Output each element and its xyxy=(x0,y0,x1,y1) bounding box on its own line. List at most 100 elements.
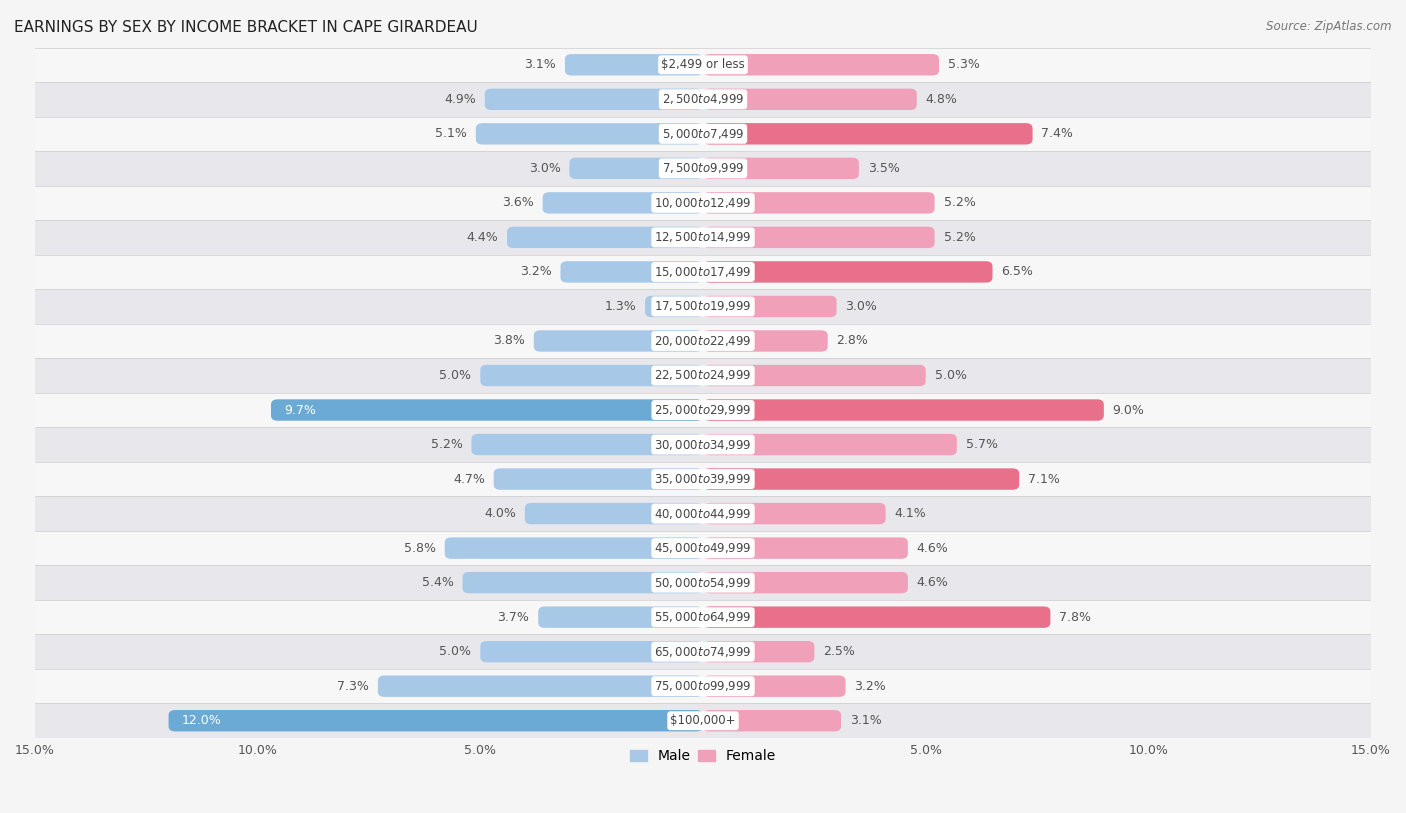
Text: $50,000 to $54,999: $50,000 to $54,999 xyxy=(654,576,752,589)
FancyBboxPatch shape xyxy=(703,468,1019,489)
FancyBboxPatch shape xyxy=(271,399,703,420)
Bar xyxy=(35,669,1371,703)
Bar xyxy=(35,324,1371,359)
FancyBboxPatch shape xyxy=(703,261,993,283)
Text: 4.1%: 4.1% xyxy=(894,507,927,520)
Bar xyxy=(35,496,1371,531)
Text: 5.3%: 5.3% xyxy=(948,59,980,72)
FancyBboxPatch shape xyxy=(703,606,1050,628)
Text: $35,000 to $39,999: $35,000 to $39,999 xyxy=(654,472,752,486)
Text: 1.3%: 1.3% xyxy=(605,300,636,313)
Text: $2,499 or less: $2,499 or less xyxy=(661,59,745,72)
Bar xyxy=(35,703,1371,738)
Text: $17,500 to $19,999: $17,500 to $19,999 xyxy=(654,299,752,314)
FancyBboxPatch shape xyxy=(471,434,703,455)
FancyBboxPatch shape xyxy=(703,54,939,76)
FancyBboxPatch shape xyxy=(703,192,935,214)
FancyBboxPatch shape xyxy=(543,192,703,214)
Text: $7,500 to $9,999: $7,500 to $9,999 xyxy=(662,161,744,176)
Bar xyxy=(35,47,1371,82)
Text: $20,000 to $22,499: $20,000 to $22,499 xyxy=(654,334,752,348)
Text: 7.1%: 7.1% xyxy=(1028,472,1060,485)
Text: 4.0%: 4.0% xyxy=(484,507,516,520)
Text: $45,000 to $49,999: $45,000 to $49,999 xyxy=(654,541,752,555)
Text: 12.0%: 12.0% xyxy=(181,715,222,728)
Text: 5.2%: 5.2% xyxy=(943,197,976,210)
FancyBboxPatch shape xyxy=(508,227,703,248)
Bar xyxy=(35,254,1371,289)
Bar xyxy=(35,428,1371,462)
Bar xyxy=(35,531,1371,565)
Text: 5.1%: 5.1% xyxy=(434,128,467,141)
Text: 7.4%: 7.4% xyxy=(1042,128,1073,141)
Text: $40,000 to $44,999: $40,000 to $44,999 xyxy=(654,506,752,520)
Text: 3.0%: 3.0% xyxy=(845,300,877,313)
Text: 3.2%: 3.2% xyxy=(520,265,551,278)
FancyBboxPatch shape xyxy=(703,537,908,559)
Text: 7.3%: 7.3% xyxy=(337,680,368,693)
Text: 9.7%: 9.7% xyxy=(284,403,316,416)
FancyBboxPatch shape xyxy=(481,641,703,663)
FancyBboxPatch shape xyxy=(561,261,703,283)
Text: 4.6%: 4.6% xyxy=(917,541,949,554)
Text: 5.8%: 5.8% xyxy=(404,541,436,554)
Text: 4.6%: 4.6% xyxy=(917,576,949,589)
FancyBboxPatch shape xyxy=(475,123,703,145)
FancyBboxPatch shape xyxy=(524,503,703,524)
FancyBboxPatch shape xyxy=(481,365,703,386)
Text: 4.4%: 4.4% xyxy=(467,231,498,244)
FancyBboxPatch shape xyxy=(538,606,703,628)
Text: $12,500 to $14,999: $12,500 to $14,999 xyxy=(654,230,752,245)
Bar xyxy=(35,220,1371,254)
Text: $5,000 to $7,499: $5,000 to $7,499 xyxy=(662,127,744,141)
Text: 4.9%: 4.9% xyxy=(444,93,475,106)
Text: 3.1%: 3.1% xyxy=(524,59,555,72)
FancyBboxPatch shape xyxy=(703,89,917,110)
Bar xyxy=(35,359,1371,393)
Text: EARNINGS BY SEX BY INCOME BRACKET IN CAPE GIRARDEAU: EARNINGS BY SEX BY INCOME BRACKET IN CAP… xyxy=(14,20,478,35)
Bar xyxy=(35,82,1371,116)
Bar xyxy=(35,151,1371,185)
Text: $10,000 to $12,499: $10,000 to $12,499 xyxy=(654,196,752,210)
Bar xyxy=(35,185,1371,220)
Text: 5.7%: 5.7% xyxy=(966,438,998,451)
Text: 5.0%: 5.0% xyxy=(440,369,471,382)
Bar xyxy=(35,600,1371,634)
Text: 5.0%: 5.0% xyxy=(440,646,471,659)
Text: 9.0%: 9.0% xyxy=(1112,403,1144,416)
Text: 5.2%: 5.2% xyxy=(430,438,463,451)
Text: 4.7%: 4.7% xyxy=(453,472,485,485)
FancyBboxPatch shape xyxy=(703,641,814,663)
FancyBboxPatch shape xyxy=(444,537,703,559)
Text: $55,000 to $64,999: $55,000 to $64,999 xyxy=(654,611,752,624)
FancyBboxPatch shape xyxy=(703,399,1104,420)
Text: 3.8%: 3.8% xyxy=(494,334,524,347)
FancyBboxPatch shape xyxy=(534,330,703,352)
Text: 2.5%: 2.5% xyxy=(824,646,855,659)
Legend: Male, Female: Male, Female xyxy=(624,744,782,769)
Text: 7.8%: 7.8% xyxy=(1059,611,1091,624)
Text: 3.0%: 3.0% xyxy=(529,162,561,175)
FancyBboxPatch shape xyxy=(378,676,703,697)
FancyBboxPatch shape xyxy=(703,296,837,317)
Text: 3.1%: 3.1% xyxy=(851,715,882,728)
FancyBboxPatch shape xyxy=(645,296,703,317)
Text: $22,500 to $24,999: $22,500 to $24,999 xyxy=(654,368,752,382)
FancyBboxPatch shape xyxy=(703,123,1032,145)
FancyBboxPatch shape xyxy=(703,676,845,697)
Text: $65,000 to $74,999: $65,000 to $74,999 xyxy=(654,645,752,659)
FancyBboxPatch shape xyxy=(703,710,841,732)
Text: 6.5%: 6.5% xyxy=(1001,265,1033,278)
Text: 5.2%: 5.2% xyxy=(943,231,976,244)
Bar xyxy=(35,462,1371,496)
FancyBboxPatch shape xyxy=(565,54,703,76)
Text: $75,000 to $99,999: $75,000 to $99,999 xyxy=(654,679,752,693)
Text: 2.8%: 2.8% xyxy=(837,334,869,347)
FancyBboxPatch shape xyxy=(703,365,925,386)
Text: 4.8%: 4.8% xyxy=(925,93,957,106)
Bar xyxy=(35,565,1371,600)
Text: 3.6%: 3.6% xyxy=(502,197,534,210)
FancyBboxPatch shape xyxy=(463,572,703,593)
FancyBboxPatch shape xyxy=(703,503,886,524)
Text: $100,000+: $100,000+ xyxy=(671,715,735,728)
